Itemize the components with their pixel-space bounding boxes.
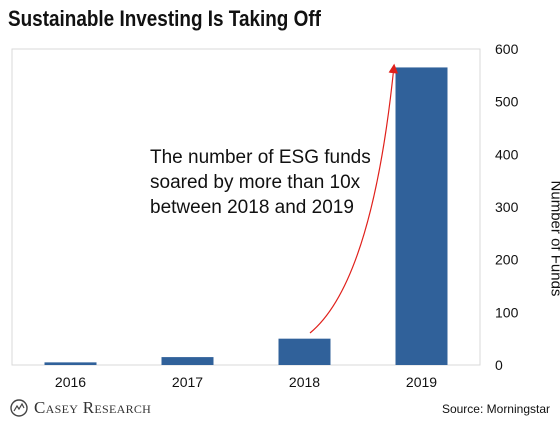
logo-text: Casey Research	[34, 398, 152, 417]
y-tick-label-100: 100	[495, 304, 519, 320]
casey-research-logo: Casey Research	[10, 398, 151, 418]
bar-2019	[395, 67, 448, 365]
x-tick-label-2017: 2017	[172, 374, 203, 390]
annotation-text: The number of ESG funds soared by more t…	[150, 145, 371, 220]
x-tick-label-2016: 2016	[55, 374, 86, 390]
bar-2018	[278, 338, 331, 365]
y-tick-label-200: 200	[495, 252, 519, 268]
source-note: Source: Morningstar	[441, 402, 550, 416]
y-tick-label-300: 300	[495, 199, 519, 215]
y-tick-label-400: 400	[495, 146, 519, 162]
annotation-line-3: between 2018 and 2019	[150, 197, 354, 218]
y-tick-label-0: 0	[495, 357, 503, 373]
logo-mark-icon	[10, 399, 28, 417]
bar-2016	[44, 362, 97, 365]
annotation-line-2: soared by more than 10x	[150, 172, 361, 193]
x-tick-label-2018: 2018	[289, 374, 320, 390]
y-tick-label-500: 500	[495, 94, 519, 110]
chart-title: Sustainable Investing Is Taking Off	[8, 6, 321, 31]
annotation-line-1: The number of ESG funds	[150, 147, 371, 168]
plot-area-border	[11, 48, 481, 366]
annotation-arrow	[309, 63, 399, 334]
bar-2017	[161, 357, 214, 365]
y-axis-label: Number of Funds	[547, 180, 560, 297]
y-tick-label-600: 600	[495, 41, 519, 57]
x-tick-label-2019: 2019	[406, 374, 437, 390]
